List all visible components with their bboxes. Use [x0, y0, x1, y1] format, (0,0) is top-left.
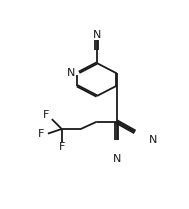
Text: F: F	[43, 110, 50, 120]
Text: N: N	[112, 154, 121, 164]
Text: F: F	[38, 129, 44, 139]
Text: N: N	[93, 29, 101, 40]
Text: F: F	[59, 142, 65, 152]
Text: N: N	[67, 68, 75, 78]
Text: N: N	[149, 135, 157, 145]
